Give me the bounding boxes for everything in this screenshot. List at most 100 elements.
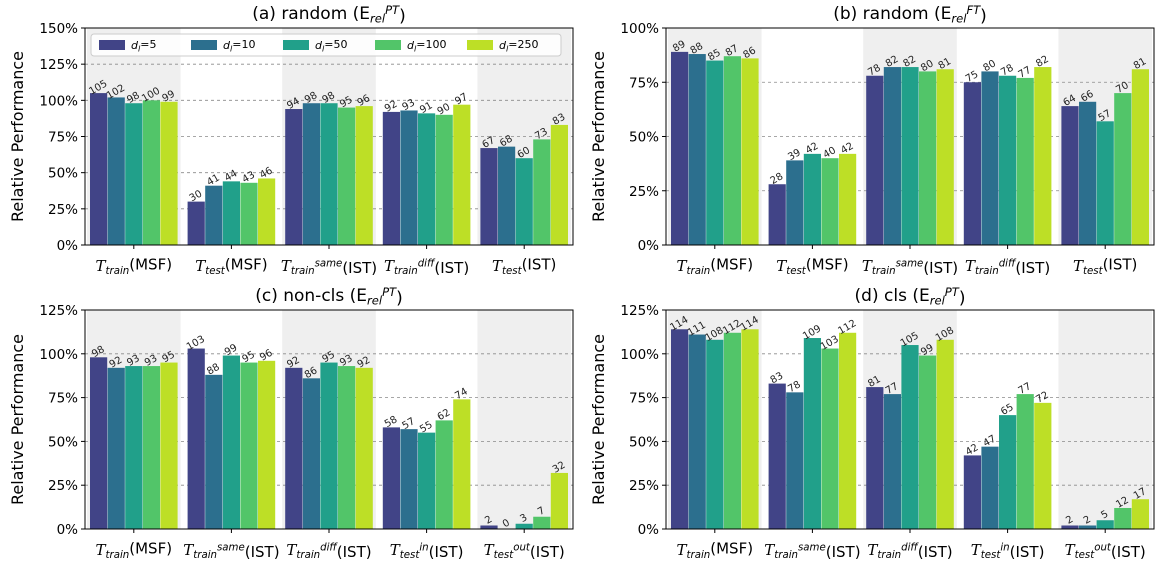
data-label: 70 — [1114, 80, 1131, 96]
bar — [107, 367, 125, 529]
y-axis-label: Relative Performance — [589, 51, 608, 222]
data-label: 95 — [338, 94, 355, 110]
bar — [688, 334, 706, 529]
y-tick-label: 25% — [629, 184, 659, 200]
data-label: 2 — [1064, 514, 1075, 527]
data-label: 93 — [400, 97, 417, 113]
bar — [741, 329, 759, 529]
bar — [418, 113, 436, 245]
bar — [786, 392, 804, 529]
bar — [338, 107, 356, 245]
y-tick-label: 25% — [48, 478, 78, 494]
legend-box — [90, 33, 562, 57]
x-tick-label: Ttestout(IST) — [484, 541, 565, 561]
data-label: 90 — [436, 102, 453, 118]
bar — [768, 383, 786, 529]
y-tick-label: 50% — [48, 434, 78, 450]
bar — [919, 355, 937, 529]
bar — [963, 82, 981, 245]
bar — [963, 455, 981, 529]
legend-swatch — [283, 40, 309, 50]
y-tick-label: 25% — [48, 202, 78, 218]
x-tick-label: Ttrainsame(IST) — [862, 257, 958, 277]
bar — [821, 158, 839, 245]
bar — [160, 101, 178, 245]
data-label: 77 — [884, 381, 901, 397]
x-tick-label: Ttest(IST) — [492, 256, 556, 278]
bar — [768, 184, 786, 245]
data-label: 98 — [320, 90, 337, 106]
y-tick-label: 0% — [638, 522, 660, 538]
bar — [741, 58, 759, 245]
x-tick-label: Ttrainsame(IST) — [764, 541, 860, 561]
bar — [187, 348, 205, 529]
legend-swatch — [467, 40, 493, 50]
plot-frame — [84, 309, 574, 530]
group-shade — [1058, 310, 1152, 529]
y-tick-label: 125% — [620, 303, 659, 319]
bar — [258, 178, 276, 245]
data-label: 3 — [518, 512, 529, 525]
x-tick-label: Ttrain(MSF) — [677, 540, 754, 562]
bar — [550, 472, 568, 529]
bar — [883, 394, 901, 529]
x-tick-label: Ttrain(MSF) — [96, 256, 173, 278]
bar — [901, 345, 919, 529]
bar — [533, 139, 551, 245]
bar — [435, 114, 453, 245]
bar — [515, 158, 533, 245]
bar — [320, 362, 338, 529]
y-tick-label: 100% — [39, 93, 78, 109]
bar — [981, 446, 999, 529]
y-axis-label: Relative Performance — [8, 334, 27, 505]
bar — [936, 69, 954, 245]
data-label: 2 — [1082, 514, 1093, 527]
x-tick-label: Ttestin(IST) — [390, 541, 464, 561]
data-label: 92 — [356, 355, 373, 371]
data-label: 97 — [453, 92, 470, 108]
data-label: 92 — [383, 99, 400, 115]
y-tick-label: 50% — [48, 166, 78, 182]
bar — [1016, 77, 1034, 245]
panel-title: (c) non-cls (ErelPT) — [255, 285, 403, 309]
x-tick-label: Ttraindiff(IST) — [384, 257, 469, 277]
y-tick-label: 125% — [39, 303, 78, 319]
bar — [1079, 101, 1097, 245]
y-tick-label: 100% — [39, 347, 78, 363]
data-label: 98 — [303, 90, 320, 106]
x-tick-label: Ttrainsame(IST) — [281, 257, 377, 277]
y-tick-label: 125% — [39, 57, 78, 73]
bar — [355, 106, 373, 246]
data-label: 77 — [1017, 65, 1034, 81]
bar — [187, 201, 205, 245]
x-tick-label: Ttest(IST) — [1073, 256, 1137, 278]
y-tick-label: 0% — [638, 238, 660, 254]
bar — [142, 100, 160, 245]
data-label: 44 — [223, 168, 240, 184]
bar — [1061, 106, 1079, 246]
x-tick-label: Ttrain(MSF) — [677, 256, 754, 278]
bar — [435, 420, 453, 529]
y-tick-label: 0% — [57, 238, 79, 254]
x-tick-label: Ttestout(IST) — [1065, 541, 1146, 561]
bar — [302, 378, 320, 529]
bar — [107, 97, 125, 245]
bar — [1061, 525, 1079, 529]
legend-entry: dl=250 — [499, 38, 539, 53]
bar — [901, 67, 919, 245]
panel-title: (a) random (ErelPT) — [252, 3, 406, 27]
y-tick-label: 75% — [629, 75, 659, 91]
bar — [866, 387, 884, 529]
bar — [400, 110, 418, 246]
bar — [550, 124, 568, 245]
data-label: 62 — [436, 407, 453, 423]
data-label: 83 — [551, 112, 568, 128]
bar — [1034, 67, 1052, 245]
bar — [786, 160, 804, 245]
bar — [1114, 507, 1132, 529]
bar — [222, 355, 240, 529]
bar — [1079, 525, 1097, 529]
